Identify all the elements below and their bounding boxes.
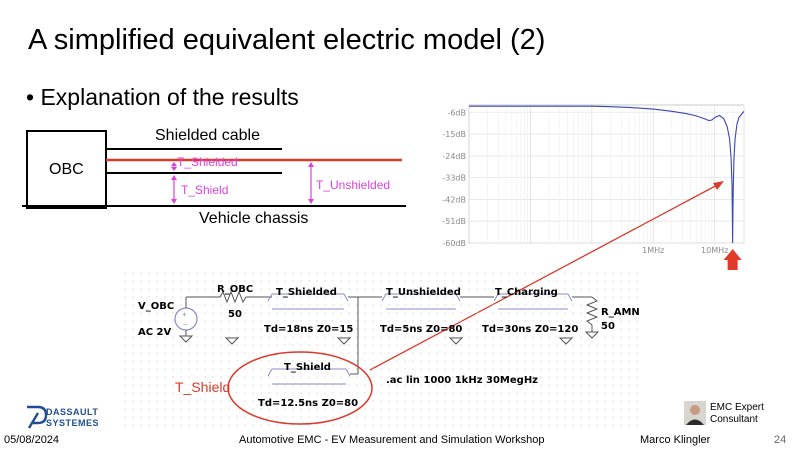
t-charging-params: Td=30ns Z0=120 bbox=[482, 324, 579, 335]
red-arrow-head bbox=[723, 249, 742, 260]
t-unshielded-symbol bbox=[381, 293, 461, 310]
t-unshielded-name: T_Unshielded bbox=[386, 287, 461, 298]
author-badge: EMC Expert Consultant bbox=[684, 401, 784, 429]
t-charging-name: T_Charging bbox=[495, 287, 558, 298]
ground-symbol-source bbox=[178, 335, 194, 343]
schematic-svg: + − bbox=[124, 272, 644, 430]
frequency-chart: -6dB -15dB -24dB -33dB -42dB -51dB -60dB 1MHz 10… bbox=[429, 89, 751, 271]
logo-text-2: SYSTEMES bbox=[46, 418, 100, 428]
t-shield-symbol bbox=[267, 368, 351, 385]
ac-value-label: AC 2V bbox=[138, 327, 172, 338]
bullet-item: • Explanation of the results bbox=[26, 84, 299, 110]
y-tick-label: -33dB bbox=[442, 174, 466, 183]
schematic: + − bbox=[124, 272, 644, 430]
y-tick-label: -6dB bbox=[447, 108, 466, 117]
t-shield-label: T_Shield bbox=[181, 183, 229, 197]
r-amn-value: 50 bbox=[601, 321, 615, 332]
footer-title: Automotive EMC - EV Measurement and Simu… bbox=[239, 434, 545, 446]
author-photo bbox=[684, 401, 706, 425]
cable-diagram-svg bbox=[22, 130, 406, 209]
obc-label: OBC bbox=[49, 161, 84, 178]
svg-text:−: − bbox=[183, 320, 188, 329]
t-charging-symbol bbox=[493, 293, 573, 310]
shielded-cable-label: Shielded cable bbox=[155, 127, 260, 144]
y-tick-label: -15dB bbox=[442, 130, 466, 139]
t-unshielded-params: Td=5ns Z0=80 bbox=[380, 324, 463, 335]
v-obc-label: V_OBC bbox=[138, 301, 175, 312]
t-shield-params: Td=12.5ns Z0=80 bbox=[258, 398, 359, 409]
t-shield-callout: T_Shield bbox=[175, 379, 231, 395]
y-tick-label: -60dB bbox=[442, 239, 466, 248]
series-line bbox=[469, 105, 745, 244]
logo-text-1: DASSAULT bbox=[46, 407, 99, 417]
slide-title: A simplified equivalent electric model (… bbox=[28, 24, 546, 56]
t-shield-name: T_Shield bbox=[284, 362, 331, 373]
y-tick-label: -42dB bbox=[442, 195, 466, 204]
t-shielded-name: T_Shielded bbox=[276, 287, 337, 298]
y-tick-label: -51dB bbox=[442, 217, 466, 226]
y-tick-label: -24dB bbox=[442, 152, 466, 161]
t-shielded-params: Td=18ns Z0=15 bbox=[264, 324, 354, 335]
obc-box bbox=[26, 130, 107, 209]
ds-logo-icon bbox=[27, 405, 48, 429]
r-amn-label: R_AMN bbox=[601, 307, 640, 318]
ac-directive: .ac lin 1000 1kHz 30MegHz bbox=[386, 375, 539, 386]
bullet-text: Explanation of the results bbox=[40, 84, 299, 110]
svg-text:+: + bbox=[182, 310, 187, 319]
t-shielded-symbol bbox=[267, 293, 349, 310]
t-unshielded-label: T_Unshielded bbox=[316, 178, 391, 192]
frequency-chart-svg: -6dB -15dB -24dB -33dB -42dB -51dB -60dB 1MHz 10… bbox=[442, 104, 745, 270]
x-tick-label: 1MHz bbox=[642, 246, 664, 255]
r-obc-symbol bbox=[219, 290, 247, 304]
footer-author: Marco Klingler bbox=[640, 434, 711, 446]
footer-date: 05/08/2024 bbox=[4, 434, 60, 446]
pointer-arrowhead bbox=[713, 181, 724, 190]
x-tick-label: 10MHz bbox=[701, 246, 728, 255]
cable-diagram: OBC Shielded cable T_Shielded T_Shield T… bbox=[0, 120, 420, 230]
r-obc-label: R_OBC bbox=[217, 284, 254, 295]
dassault-logo: DASSAULT SYSTEMES bbox=[24, 404, 120, 432]
red-arrow-body bbox=[727, 260, 738, 270]
footer-page-number: 24 bbox=[774, 434, 787, 446]
r-amn-symbol bbox=[585, 296, 599, 326]
t-shield-highlight-ellipse bbox=[227, 351, 373, 425]
r-obc-value: 50 bbox=[228, 309, 242, 320]
t-shielded-label: T_Shielded bbox=[177, 155, 238, 169]
badge-line-2: Consultant bbox=[710, 414, 758, 425]
badge-line-1: EMC Expert bbox=[710, 402, 764, 413]
vehicle-chassis-label: Vehicle chassis bbox=[199, 210, 309, 227]
